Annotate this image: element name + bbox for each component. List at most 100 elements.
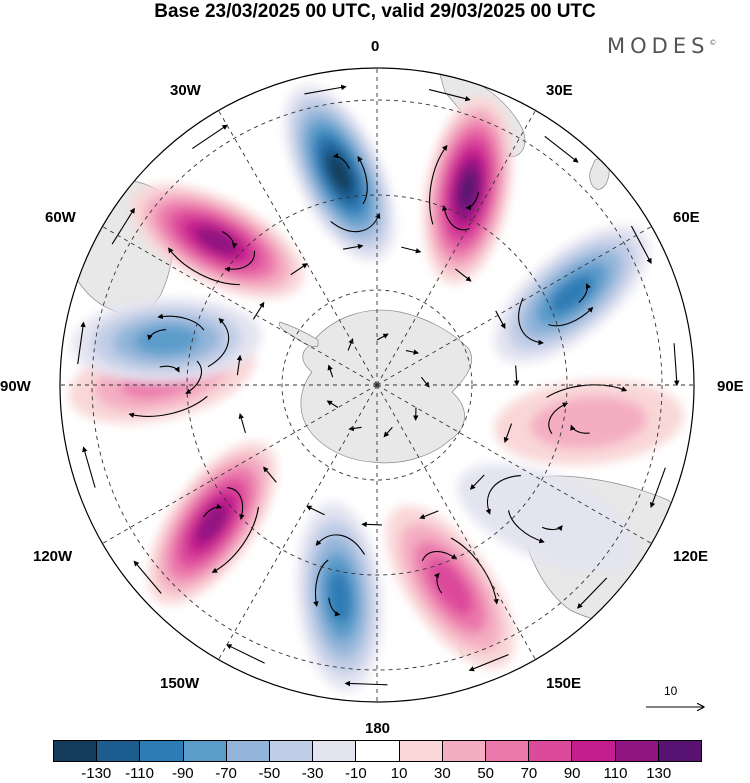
parallel-2 (91, 99, 663, 671)
anomaly-blob-0 (284, 85, 395, 262)
wind-arrow (419, 510, 439, 520)
wind-arrow (401, 246, 422, 254)
lon-label-120e: 120E (673, 548, 709, 565)
meridian-300 (102, 226, 378, 386)
wind-arrow (207, 318, 230, 368)
antarctic-peninsula (278, 321, 319, 347)
wind-arrow (421, 550, 458, 562)
lon-label-150w: 150W (160, 675, 200, 692)
colorbar-swatch-5 (270, 741, 314, 761)
anomaly-blob-3 (494, 225, 650, 364)
meridian-120 (376, 384, 652, 544)
wind-arrow (548, 402, 569, 435)
map-boundary (59, 67, 695, 703)
polar-map (59, 67, 695, 703)
wind-arrow (433, 572, 443, 594)
wind-arrow (508, 510, 545, 544)
colorbar-tick-0: -130 (81, 765, 112, 782)
anomaly-level (196, 503, 228, 543)
colorbar-tick-5: -30 (301, 765, 324, 782)
meridian-240 (102, 384, 378, 544)
anomaly-blob-5 (71, 298, 262, 383)
anomaly-blob-1 (423, 96, 513, 284)
wind-arrow (304, 84, 347, 95)
lon-label-180: 180 (365, 720, 391, 737)
wind-arrow (376, 333, 389, 341)
wind-arrow (673, 343, 680, 387)
vector-scale-arrow (646, 700, 709, 714)
wind-arrow (328, 597, 341, 617)
graticule (60, 68, 694, 702)
vector-scale-label: 10 (664, 684, 678, 698)
colorbar-swatch-14 (658, 741, 702, 761)
wind-arrow (227, 487, 245, 520)
wind-arrow (649, 467, 666, 509)
lon-label-30w: 30W (170, 82, 201, 99)
meridian-150 (376, 384, 536, 660)
colorbar-tick-3: -70 (215, 765, 237, 782)
anomaly-level (196, 227, 239, 255)
meridian-60 (376, 226, 652, 386)
wind-arrow (252, 301, 265, 320)
wind-arrow (159, 365, 180, 373)
wind-arrow (465, 191, 480, 211)
lon-label-0: 0 (371, 38, 380, 55)
wind-arrow (306, 505, 325, 516)
wind-arrow (578, 283, 591, 303)
wind-vectors (77, 84, 680, 687)
wind-arrow (357, 155, 368, 205)
colorbar-tick-4: -50 (258, 765, 281, 782)
lon-label-120w: 120W (33, 548, 73, 565)
wind-arrow (405, 349, 420, 355)
colorbar-tick-6: -10 (345, 765, 367, 782)
colorbar-swatch-0 (54, 741, 98, 761)
colorbar-tick-7: 10 (390, 765, 408, 782)
lon-label-90w: 90W (0, 378, 31, 395)
colorbar-swatch-1 (97, 741, 141, 761)
wind-arrow (326, 400, 339, 408)
wind-arrow (224, 250, 255, 273)
wind-arrow (111, 207, 135, 245)
lon-label-30e: 30E (546, 82, 573, 99)
colorbar-swatch-10 (486, 741, 530, 761)
wind-arrow (485, 475, 521, 515)
wind-arrow (211, 506, 260, 573)
wind-arrow (544, 135, 579, 163)
wind-arrow (191, 124, 228, 150)
anomaly-blob-6 (494, 379, 684, 465)
wind-arrow (263, 466, 277, 483)
wind-arrow (133, 560, 162, 594)
colorbar-swatch-7 (356, 741, 400, 761)
colorbar-swatch-8 (399, 741, 443, 761)
anomaly-blob-8 (297, 502, 383, 692)
wind-arrow (548, 306, 594, 327)
wind-arrow (576, 577, 608, 609)
wind-arrow (157, 313, 205, 331)
colorbar-tick-8: 30 (434, 765, 451, 782)
wind-arrow (630, 225, 652, 264)
wind-arrow (290, 263, 308, 276)
wind-arrow (383, 426, 393, 438)
colorbar-tick-2: -90 (171, 765, 194, 782)
wind-arrow (344, 680, 388, 687)
anomaly-level (530, 396, 648, 449)
colorbar-tick-12: 110 (603, 765, 628, 782)
wind-arrow (503, 423, 513, 443)
wind-arrow (513, 365, 520, 387)
modes-logo: MODES© (607, 34, 716, 58)
wind-arrow (332, 153, 350, 169)
colorbar-swatch-2 (140, 741, 184, 761)
brand-text: MODES (607, 34, 710, 58)
anomaly-field (69, 85, 684, 692)
anomaly-level (328, 154, 352, 192)
wind-arrow (469, 474, 485, 490)
wind-arrow (128, 395, 208, 418)
anomaly-blob-9 (386, 505, 515, 669)
wind-arrow (361, 521, 382, 528)
anomaly-level (457, 463, 636, 571)
parallel-0 (281, 289, 473, 481)
colorbar-tick-11: 90 (563, 765, 581, 782)
brand-mark: © (709, 39, 717, 47)
colorbar-swatch-11 (529, 741, 573, 761)
wind-arrow (77, 321, 86, 365)
